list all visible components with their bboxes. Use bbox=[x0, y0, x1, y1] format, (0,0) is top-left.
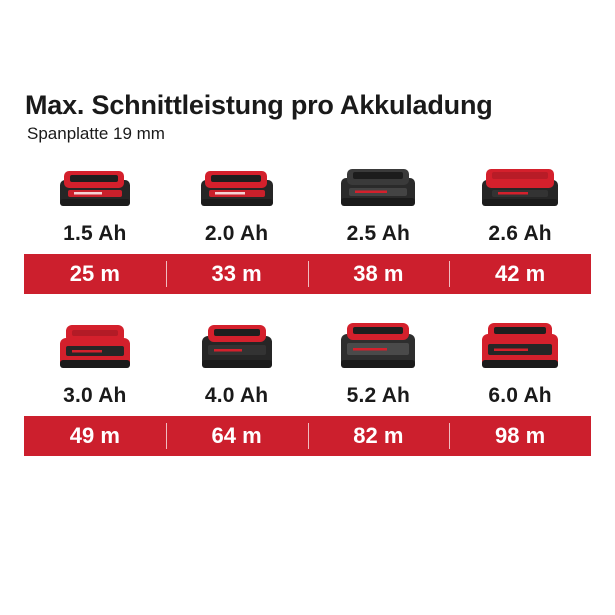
battery-pack-icon bbox=[482, 323, 559, 368]
result-value: 33 m bbox=[165, 254, 308, 294]
capacity-label: 2.6 Ah bbox=[488, 222, 552, 245]
battery-cell-2-5ah: 2.5 Ah bbox=[308, 160, 450, 246]
capacity-label: 3.0 Ah bbox=[63, 384, 127, 407]
result-value: 98 m bbox=[449, 416, 591, 456]
result-bar: 49 m 64 m 82 m 98 m bbox=[24, 416, 591, 456]
battery-cell-1-5ah: 1.5 Ah bbox=[24, 160, 166, 246]
battery-row-1: 1.5 Ah 2.0 Ah 2.5 Ah bbox=[24, 160, 591, 294]
capacity-label: 2.0 Ah bbox=[204, 222, 269, 245]
capacity-label: 5.2 Ah bbox=[346, 384, 411, 407]
capacity-label: 4.0 Ah bbox=[204, 384, 269, 407]
capacity-label: 2.5 Ah bbox=[346, 222, 411, 245]
result-value: 42 m bbox=[449, 254, 591, 294]
result-bar: 25 m 33 m 38 m 42 m bbox=[24, 254, 591, 294]
battery-pack-icon bbox=[341, 323, 416, 368]
battery-pack-icon bbox=[200, 171, 273, 206]
battery-cell-4-0ah: 4.0 Ah bbox=[166, 322, 308, 408]
capacity-label: 1.5 Ah bbox=[63, 222, 127, 245]
battery-cell-6-0ah: 6.0 Ah bbox=[449, 322, 591, 408]
battery-pack-icon bbox=[59, 171, 130, 206]
battery-cell-2-0ah: 2.0 Ah bbox=[166, 160, 308, 246]
battery-cell-3-0ah: 3.0 Ah bbox=[24, 322, 166, 408]
result-value: 64 m bbox=[165, 416, 308, 456]
battery-cell-5-2ah: 5.2 Ah bbox=[308, 322, 450, 408]
battery-row-2: 3.0 Ah 4.0 Ah 5.2 Ah bbox=[24, 322, 591, 456]
result-value: 25 m bbox=[69, 261, 120, 286]
battery-pack-icon bbox=[201, 325, 272, 368]
result-value: 82 m bbox=[307, 416, 450, 456]
battery-pack-icon bbox=[482, 169, 559, 206]
result-value: 49 m bbox=[69, 423, 120, 448]
page-title: Max. Schnittleistung pro Akkuladung bbox=[25, 90, 493, 120]
battery-pack-icon bbox=[59, 325, 130, 368]
page-subtitle: Spanplatte 19 mm bbox=[27, 124, 165, 143]
battery-cell-2-6ah: 2.6 Ah bbox=[449, 160, 591, 246]
result-value: 38 m bbox=[307, 254, 450, 294]
capacity-label: 6.0 Ah bbox=[488, 384, 552, 407]
battery-pack-icon bbox=[341, 169, 416, 206]
